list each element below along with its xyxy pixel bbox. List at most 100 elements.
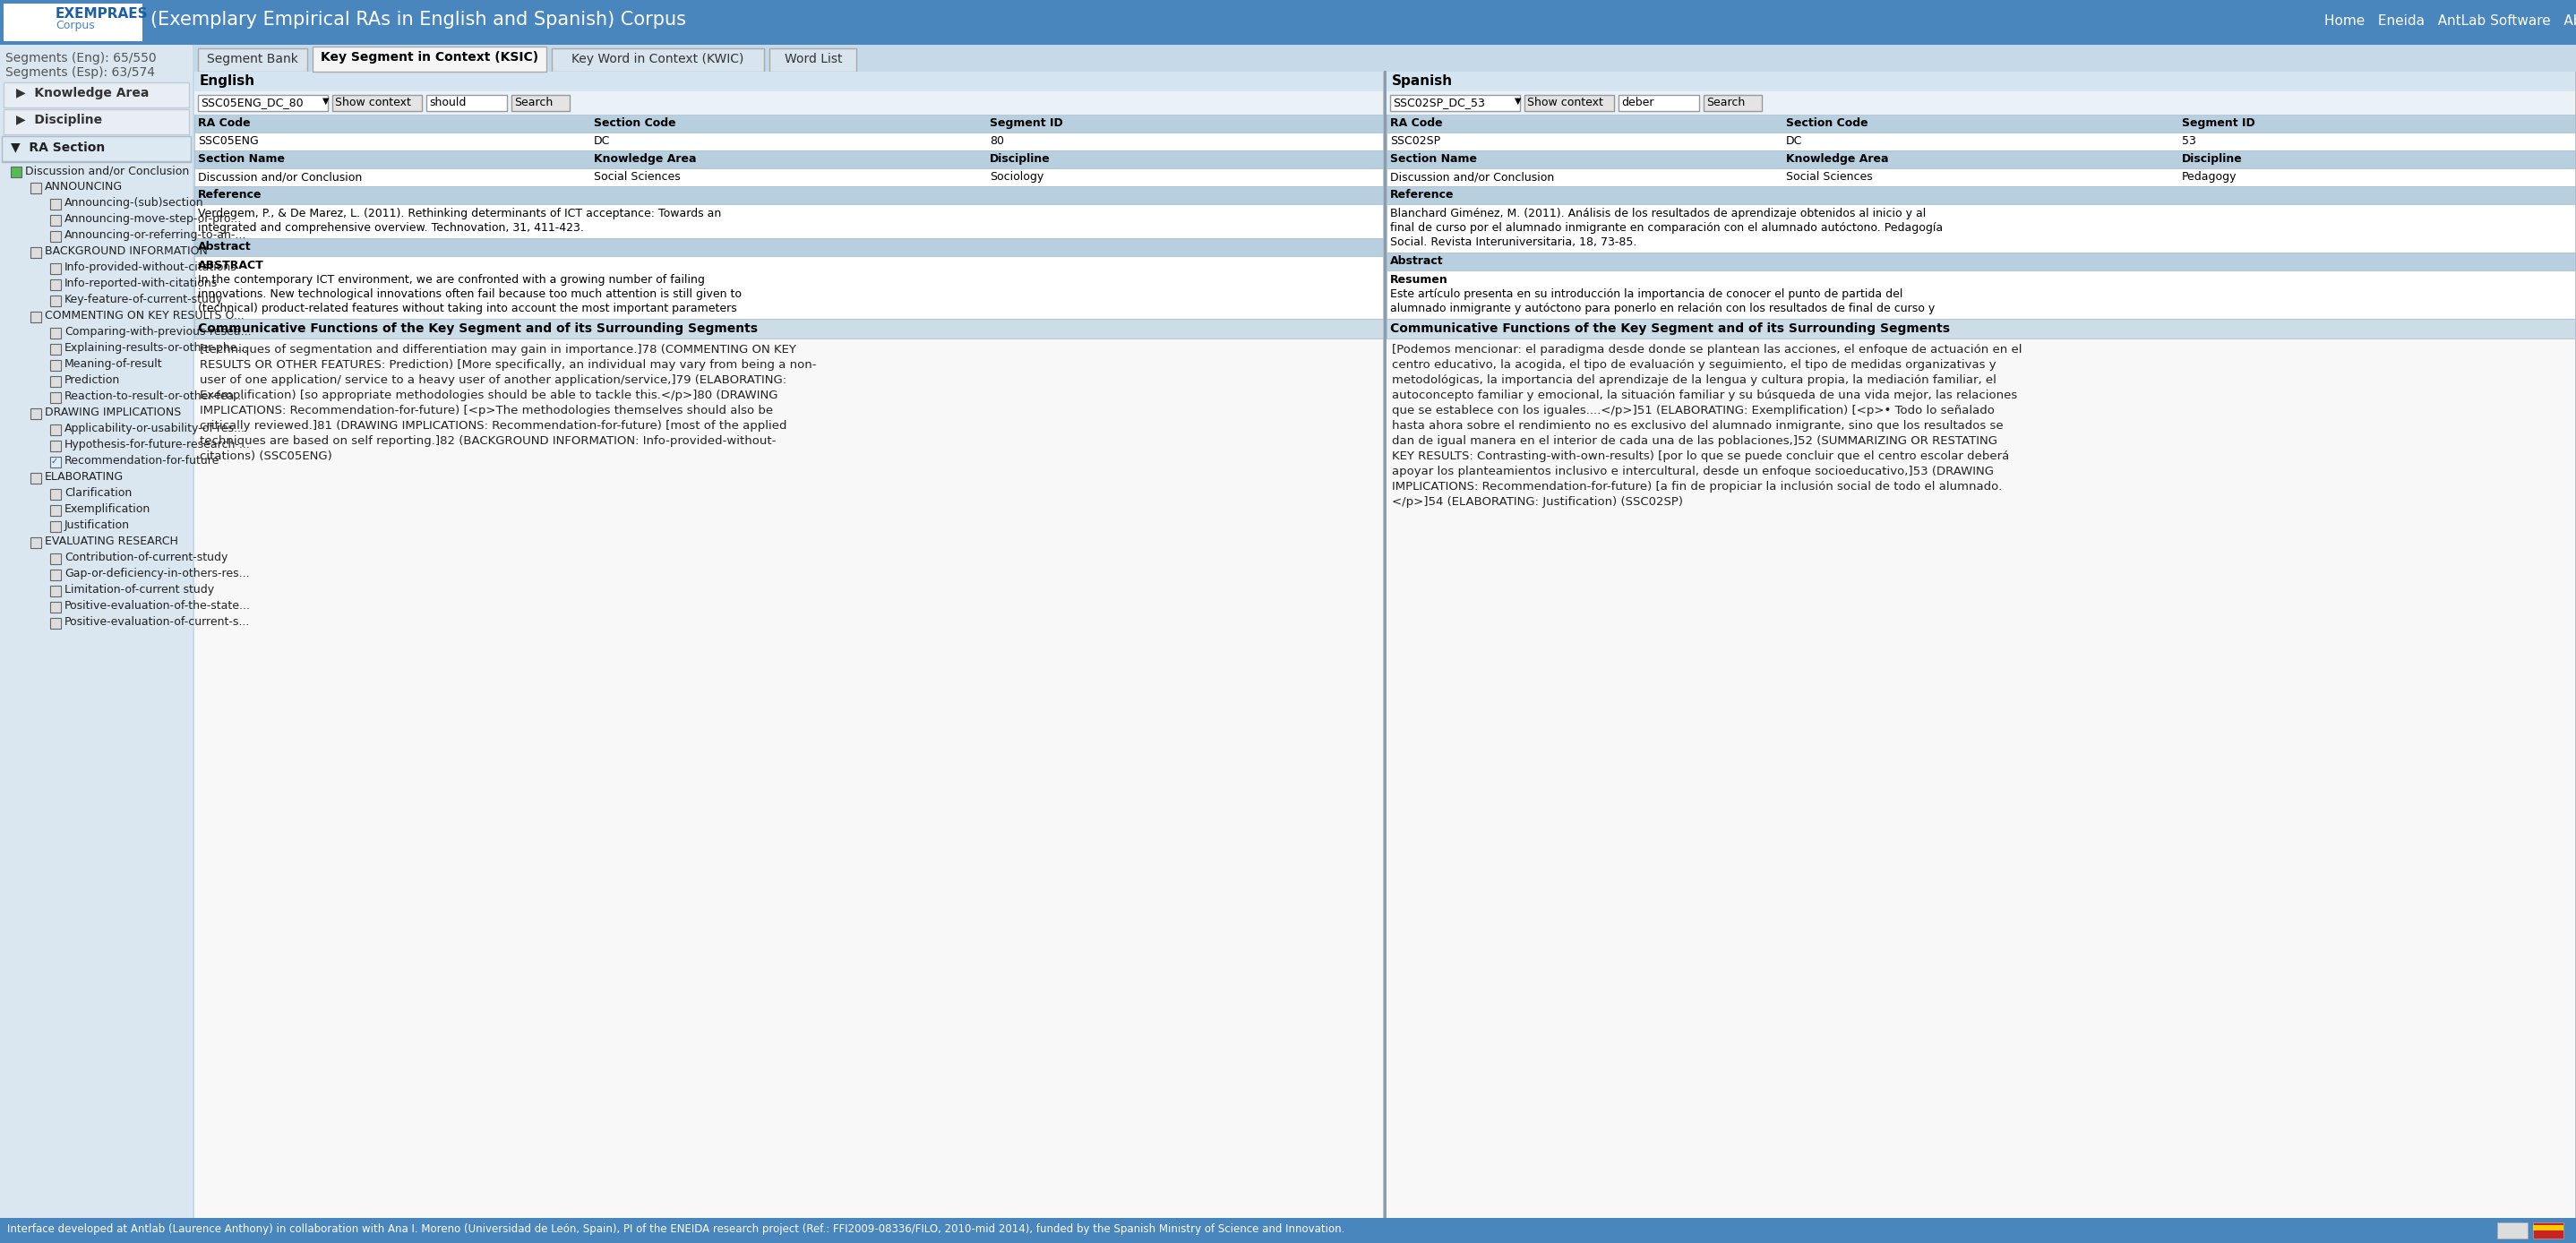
Bar <box>31 537 41 548</box>
Bar <box>1386 72 2576 91</box>
Text: ELABORATING: ELABORATING <box>44 471 124 482</box>
Text: Exemplification: Exemplification <box>64 503 152 515</box>
Text: ▶  Discipline: ▶ Discipline <box>15 113 103 127</box>
Text: metodológicas, la importancia del aprendizaje de la lengua y cultura propia, la : metodológicas, la importancia del aprend… <box>1391 374 1996 387</box>
Text: ANNOUNCING: ANNOUNCING <box>44 181 124 193</box>
Bar <box>193 256 1383 318</box>
Text: Knowledge Area: Knowledge Area <box>595 153 696 165</box>
Text: Social. Revista Interuniversitaria, 18, 73-85.: Social. Revista Interuniversitaria, 18, … <box>1391 236 1636 249</box>
Bar <box>332 94 422 111</box>
Text: Search: Search <box>515 97 554 108</box>
Bar <box>193 72 1383 91</box>
Text: Info-provided-without-citations: Info-provided-without-citations <box>64 261 237 273</box>
Bar <box>312 46 546 72</box>
Text: que se establece con los iguales....</p>]51 (ELABORATING: Exemplification) [<p>•: que se establece con los iguales....</p>… <box>1391 405 1994 416</box>
Text: KEY RESULTS: Contrasting-with-own-results) [por lo que se puede concluir que el : KEY RESULTS: Contrasting-with-own-result… <box>1391 450 2009 462</box>
Text: Segment ID: Segment ID <box>2182 117 2254 129</box>
Bar <box>193 338 1383 1218</box>
Text: alumnado inmigrante y autóctono para ponerlo en relación con los resultados de f: alumnado inmigrante y autóctono para pon… <box>1391 303 1935 314</box>
Bar <box>49 521 62 532</box>
Text: Communicative Functions of the Key Segment and of its Surrounding Segments: Communicative Functions of the Key Segme… <box>198 322 757 334</box>
Bar <box>193 72 1383 1218</box>
Text: EXEMPRAES: EXEMPRAES <box>57 7 149 21</box>
Text: Positive-evaluation-of-the-state...: Positive-evaluation-of-the-state... <box>64 600 250 612</box>
Text: DC: DC <box>1785 135 1803 147</box>
Bar <box>193 133 1383 150</box>
Text: ▼: ▼ <box>1515 97 1522 106</box>
Text: Blanchard Giménez, M. (2011). Análisis de los resultados de aprendizaje obtenido: Blanchard Giménez, M. (2011). Análisis d… <box>1391 208 1927 220</box>
Text: dan de igual manera en el interior de cada una de las poblaciones,]52 (SUMMARIZI: dan de igual manera en el interior de ca… <box>1391 435 1996 447</box>
Bar <box>31 409 41 419</box>
Bar <box>49 215 62 226</box>
Bar <box>49 553 62 564</box>
Text: critically reviewed.]81 (DRAWING IMPLICATIONS: Recommendation-for-future) [most : critically reviewed.]81 (DRAWING IMPLICA… <box>201 420 786 431</box>
Text: Hypothesis-for-future-research-...: Hypothesis-for-future-research-... <box>64 439 250 450</box>
Text: Discussion and/or Conclusion: Discussion and/or Conclusion <box>26 165 188 177</box>
Text: </p>]54 (ELABORATING: Justification) (SSC02SP): </p>]54 (ELABORATING: Justification) (SS… <box>1391 496 1682 508</box>
Text: Comparing-with-previous-resea...: Comparing-with-previous-resea... <box>64 326 252 338</box>
Text: user of one application/ service to a heavy user of another application/service,: user of one application/ service to a he… <box>201 374 786 387</box>
Text: RESULTS OR OTHER FEATURES: Prediction) [More specifically, an individual may var: RESULTS OR OTHER FEATURES: Prediction) [… <box>201 359 817 370</box>
Text: Resumen: Resumen <box>1391 273 1448 286</box>
Bar <box>0 1218 2576 1243</box>
Text: [Podemos mencionar: el paradigma desde donde se plantean las acciones, el enfoqu: [Podemos mencionar: el paradigma desde d… <box>1391 344 2022 355</box>
Text: 53: 53 <box>2182 135 2197 147</box>
Text: Discussion and/or Conclusion: Discussion and/or Conclusion <box>198 172 363 183</box>
Text: final de curso por el alumnado inmigrante en comparación con el alumnado autócto: final de curso por el alumnado inmigrant… <box>1391 222 1942 234</box>
Bar <box>198 48 307 72</box>
Text: innovations. New technological innovations often fail because too much attention: innovations. New technological innovatio… <box>198 288 742 300</box>
Text: Pedagogy: Pedagogy <box>2182 172 2236 183</box>
Text: Communicative Functions of the Key Segment and of its Surrounding Segments: Communicative Functions of the Key Segme… <box>1391 322 1950 334</box>
Text: DC: DC <box>595 135 611 147</box>
Text: Corpus: Corpus <box>57 20 95 31</box>
Bar <box>1386 91 2576 114</box>
Text: Reference: Reference <box>198 189 263 200</box>
Bar <box>193 45 2576 72</box>
Text: Verdegem, P., & De Marez, L. (2011). Rethinking determinants of ICT acceptance: : Verdegem, P., & De Marez, L. (2011). Ret… <box>198 208 721 220</box>
Text: ▼  RA Section: ▼ RA Section <box>10 140 106 153</box>
Bar <box>193 204 1383 239</box>
Text: ▼: ▼ <box>322 97 330 106</box>
Bar <box>193 318 1383 338</box>
Text: Contribution-of-current-study: Contribution-of-current-study <box>64 552 227 563</box>
Text: Key Word in Context (KWIC): Key Word in Context (KWIC) <box>572 53 744 66</box>
Text: RA Code: RA Code <box>198 117 250 129</box>
Text: Exemplification) [so appropriate methodologies should be able to tackle this.</p: Exemplification) [so appropriate methodo… <box>201 389 778 401</box>
Text: ABSTRACT: ABSTRACT <box>198 260 263 271</box>
Bar <box>49 264 62 273</box>
Text: Meaning-of-result: Meaning-of-result <box>64 358 162 370</box>
Bar <box>49 456 62 467</box>
Text: Key-feature-of-current-study: Key-feature-of-current-study <box>64 293 224 306</box>
Bar <box>49 585 62 597</box>
Text: Section Name: Section Name <box>198 153 286 165</box>
Text: EVALUATING RESEARCH: EVALUATING RESEARCH <box>44 536 178 547</box>
Text: Segment ID: Segment ID <box>989 117 1064 129</box>
Bar <box>1386 204 2576 252</box>
Text: Spanish: Spanish <box>1391 75 1453 88</box>
Text: RA Code: RA Code <box>1391 117 1443 129</box>
Text: SSC05ENG_DC_80: SSC05ENG_DC_80 <box>201 97 304 108</box>
Text: Justification: Justification <box>64 520 129 531</box>
Bar <box>49 488 62 500</box>
Text: Reference: Reference <box>1391 189 1453 200</box>
Bar <box>1703 94 1762 111</box>
Bar <box>1386 338 2576 1218</box>
Text: Announcing-or-referring-to-an-...: Announcing-or-referring-to-an-... <box>64 229 247 241</box>
Bar <box>49 377 62 387</box>
Bar <box>513 94 569 111</box>
Bar <box>1391 94 1520 111</box>
Text: apoyar los planteamientos inclusivo e intercultural, desde un enfoque socioeduca: apoyar los planteamientos inclusivo e in… <box>1391 466 1994 477</box>
Bar <box>770 48 855 72</box>
Text: Word List: Word List <box>783 53 842 66</box>
Text: autoconcepto familiar y emocional, la situación familiar y su búsqueda de una vi: autoconcepto familiar y emocional, la si… <box>1391 389 2017 401</box>
Bar <box>49 393 62 403</box>
Text: DRAWING IMPLICATIONS: DRAWING IMPLICATIONS <box>44 406 180 418</box>
Text: Prediction: Prediction <box>64 374 121 387</box>
Text: Key Segment in Context (KSIC): Key Segment in Context (KSIC) <box>322 51 538 63</box>
Text: Section Name: Section Name <box>1391 153 1476 165</box>
Bar <box>428 94 507 111</box>
Text: citations) (SSC05ENG): citations) (SSC05ENG) <box>201 450 332 462</box>
Text: Reaction-to-result-or-other-fea...: Reaction-to-result-or-other-fea... <box>64 390 245 401</box>
Text: Clarification: Clarification <box>64 487 131 498</box>
Bar <box>2496 1222 2527 1238</box>
